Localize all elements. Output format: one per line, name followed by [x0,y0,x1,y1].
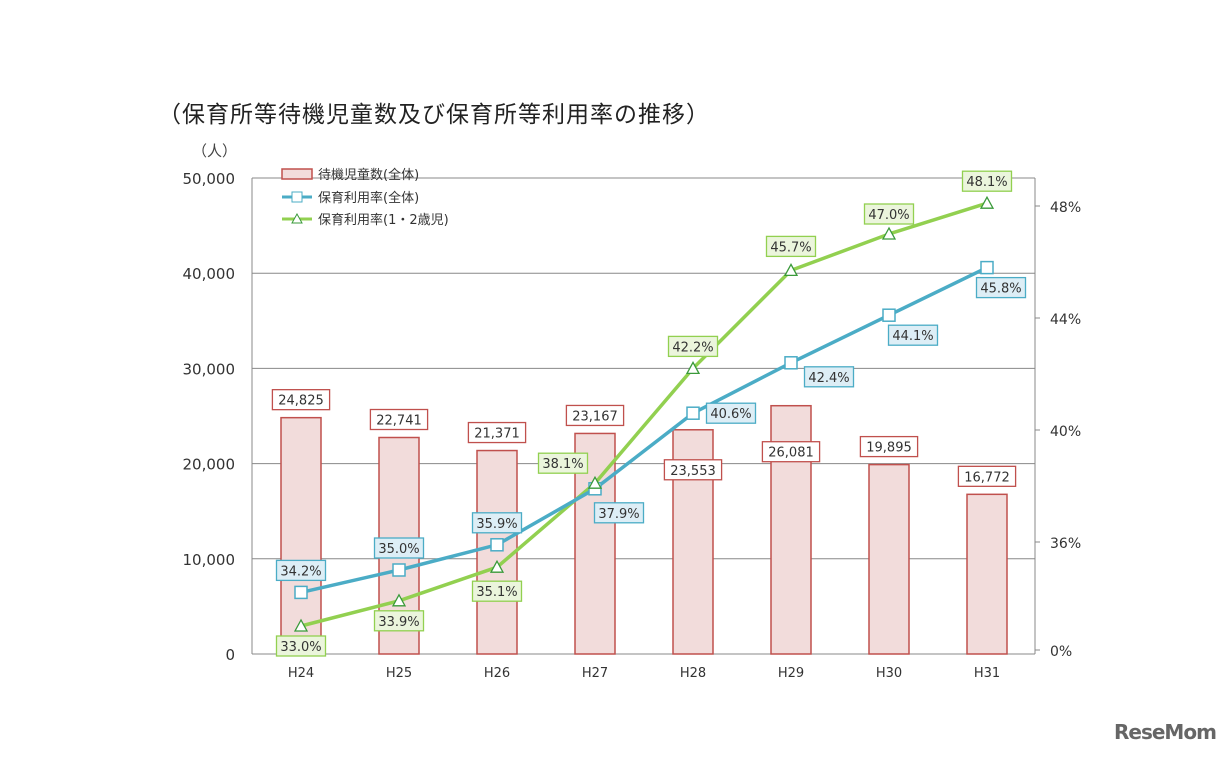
green-data-label-box [537,452,589,474]
left-axis-unit: （人） [192,142,238,160]
blue-data-label: 44.1% [892,329,933,344]
blue-data-label-box [705,402,757,424]
x-tick-label: H25 [386,666,412,681]
right-tick-label: 44% [1050,312,1081,328]
x-tick-label: H24 [288,666,314,681]
triangle-marker [391,593,407,607]
x-tick-label: H29 [778,666,804,681]
blue-data-label: 42.4% [808,371,849,386]
chart-title: （保育所等待機児童数及び保育所等利用率の推移） [158,102,710,128]
bar [868,463,910,655]
triangle-marker [881,226,897,240]
bar-data-label: 22,741 [376,414,422,429]
green-data-label: 33.9% [378,615,419,630]
blue-data-label-box [275,559,327,582]
blue-data-label-box [471,512,523,534]
legend-label: 待機児童数(全体) [318,167,419,183]
blue-data-label-box [887,324,939,346]
square-marker [882,308,896,322]
triangle-marker [587,475,603,489]
bar-data-label: 19,895 [866,441,912,456]
left-tick-label: 40,000 [183,265,236,283]
blue-data-label: 34.2% [280,564,321,579]
blue-data-label: 45.8% [980,282,1021,297]
green-data-label-box [863,203,915,225]
series-line [300,266,988,595]
x-tick-label: H27 [582,666,608,681]
blue-data-label: 35.9% [476,517,517,532]
right-tick-label: 0% [1050,644,1072,660]
triangle-marker [979,195,995,209]
bar-data-label: 26,081 [768,446,814,461]
bar-data-label-box [957,465,1017,487]
bar-data-label-box [565,404,625,427]
green-data-label: 38.1% [542,457,583,472]
bar [280,416,322,655]
square-marker [784,356,798,370]
legend-square-marker [291,191,303,203]
square-marker [686,406,700,420]
green-data-label-box [765,235,817,258]
legend-triangle-marker [291,212,303,224]
bar [476,449,518,655]
left-tick-label: 50,000 [183,170,236,188]
bar-data-label: 23,167 [572,409,618,424]
blue-data-label: 35.0% [378,542,419,557]
right-tick-label: 36% [1050,536,1081,552]
green-data-label: 47.0% [868,208,909,223]
bar-data-label: 16,772 [964,470,1010,485]
bar-data-label-box [859,435,919,458]
green-data-label-box [275,635,327,657]
triangle-marker [489,559,505,573]
blue-data-label-box [373,537,425,559]
bar-data-label-box [467,421,527,444]
square-marker [392,563,406,577]
green-data-label-box [961,170,1013,192]
resemom-logo: ReseMom [1114,720,1217,744]
series-line [300,201,988,628]
x-tick-label: H31 [974,666,1000,681]
blue-data-label-box [975,276,1027,299]
square-marker [294,585,308,600]
bar-data-label-box [663,459,723,481]
triangle-marker [783,263,799,277]
bar-data-label-box [761,441,821,463]
bar-data-label: 21,371 [474,427,520,442]
x-tick-label: H26 [484,666,510,681]
square-marker [980,260,994,275]
square-marker [490,538,504,552]
legend-label: 保育利用率(全体) [318,190,419,206]
bar-data-label-box [271,389,331,411]
green-data-label-box [471,580,523,602]
bar-data-label: 24,825 [278,394,324,409]
blue-data-label-box [593,502,645,524]
left-tick-label: 20,000 [183,456,236,474]
left-tick-label: 0 [225,646,235,664]
green-data-label-box [373,610,425,632]
legend-swatch-bar [281,168,313,180]
triangle-marker [293,618,309,632]
right-tick-label: 40% [1050,424,1081,440]
legend-label: 保育利用率(1・2歳児) [318,212,449,228]
blue-data-label: 40.6% [710,407,751,422]
green-data-label: 42.2% [672,340,713,355]
green-data-label: 48.1% [966,175,1007,190]
green-data-label-box [667,335,719,358]
green-data-label: 33.0% [280,640,321,655]
left-tick-label: 10,000 [183,551,236,569]
green-data-label: 35.1% [476,585,517,600]
bar-data-label: 23,553 [670,464,716,479]
x-tick-label: H30 [876,666,902,681]
bar [966,493,1008,655]
x-tick-label: H28 [680,666,706,681]
bar-data-label-box [369,408,429,431]
blue-data-label-box [803,366,855,388]
green-data-label: 45.7% [770,240,811,255]
triangle-marker [685,361,701,375]
right-tick-label: 48% [1050,200,1081,216]
blue-data-label: 37.9% [598,507,639,522]
left-tick-label: 30,000 [183,360,236,378]
